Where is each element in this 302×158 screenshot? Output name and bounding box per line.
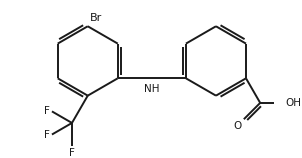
Text: F: F [69, 148, 75, 158]
Text: F: F [44, 130, 50, 140]
Text: O: O [233, 121, 242, 131]
Text: NH: NH [144, 84, 159, 94]
Text: Br: Br [90, 13, 103, 23]
Text: F: F [44, 106, 50, 116]
Text: OH: OH [285, 98, 301, 108]
